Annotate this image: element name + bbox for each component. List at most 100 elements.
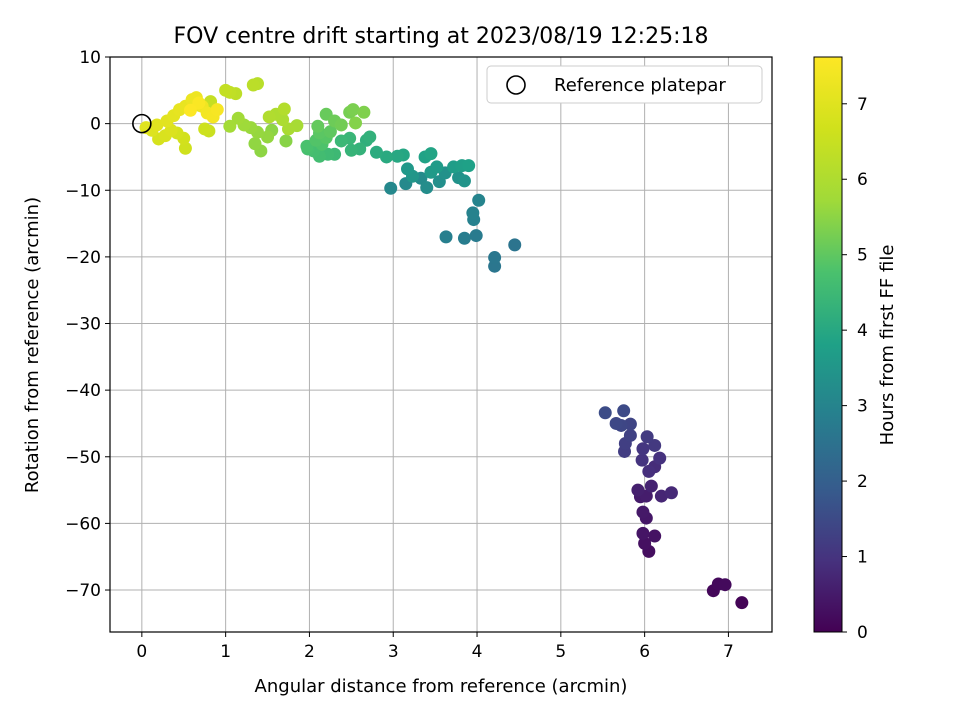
x-axis-ticks: 0 1 2 3 4 5 6 7 xyxy=(136,632,734,662)
scatter-point xyxy=(457,174,471,188)
scatter-point xyxy=(369,145,383,159)
scatter-point xyxy=(311,119,325,133)
scatter-point xyxy=(183,103,197,117)
scatter-point xyxy=(223,119,237,133)
scatter-point xyxy=(640,430,654,444)
scatter-point xyxy=(323,125,337,139)
scatter-point xyxy=(300,139,314,153)
scatter-point xyxy=(642,464,656,478)
y-tick-label: −30 xyxy=(65,315,101,335)
scatter-point xyxy=(636,505,650,519)
scatter-point xyxy=(609,416,623,430)
scatter-point xyxy=(648,529,662,543)
scatter-point xyxy=(638,536,652,550)
scatter-point xyxy=(400,162,414,176)
scatter-point xyxy=(384,181,398,195)
scatter-point xyxy=(262,110,276,124)
x-tick-label: 6 xyxy=(639,642,650,662)
scatter-point xyxy=(198,122,212,136)
x-axis-label: Angular distance from reference (arcmin) xyxy=(255,676,628,697)
colorbar xyxy=(813,56,843,633)
scatter-point xyxy=(248,137,262,151)
colorbar-ticks: 0 1 2 3 4 5 6 7 xyxy=(842,95,868,643)
scatter-point xyxy=(380,150,394,164)
colorbar-tick-label: 3 xyxy=(857,397,868,417)
scatter-point xyxy=(334,134,348,148)
scatter-point xyxy=(279,134,293,148)
y-tick-label: 10 xyxy=(79,48,101,68)
scatter-point xyxy=(139,121,153,135)
colorbar-tick-label: 0 xyxy=(857,623,868,643)
scatter-point xyxy=(654,489,668,503)
scatter-point xyxy=(219,83,233,97)
scatter-point xyxy=(281,122,295,136)
scatter-point xyxy=(178,141,192,155)
scatter-point xyxy=(636,442,650,456)
scatter-point xyxy=(334,118,348,132)
scatter-point xyxy=(598,406,612,420)
legend-box xyxy=(486,65,763,104)
scatter-point xyxy=(246,78,260,92)
scatter-point xyxy=(277,102,291,116)
scatter-point xyxy=(623,428,637,442)
x-tick-label: 2 xyxy=(304,642,315,662)
colorbar-tick-label: 6 xyxy=(857,170,868,190)
scatter-point xyxy=(457,231,471,245)
scatter-points xyxy=(139,77,749,610)
scatter-point xyxy=(631,483,645,497)
x-tick-label: 7 xyxy=(723,642,734,662)
scatter-point xyxy=(636,526,650,540)
scatter-point xyxy=(231,111,245,125)
colorbar-tick-label: 1 xyxy=(857,548,868,568)
y-axis-ticks: 10 0 −10 −20 −30 −40 −50 −60 −70 xyxy=(65,48,110,601)
scatter-point xyxy=(718,578,732,592)
x-tick-label: 0 xyxy=(136,642,147,662)
y-tick-label: −50 xyxy=(65,448,101,468)
scatter-point xyxy=(261,130,275,144)
scatter-point xyxy=(653,451,667,465)
scatter-point xyxy=(488,251,502,265)
scatter-point xyxy=(349,116,363,130)
scatter-point xyxy=(644,479,658,493)
scatter-point xyxy=(430,160,444,174)
scatter-point xyxy=(363,130,377,144)
scatter-point xyxy=(210,103,224,117)
colorbar-tick-label: 2 xyxy=(857,472,868,492)
colorbar-label: Hours from first FF file xyxy=(877,245,898,446)
x-tick-label: 4 xyxy=(472,642,483,662)
scatter-point xyxy=(635,453,649,467)
scatter-point xyxy=(472,193,486,207)
scatter-point xyxy=(466,206,480,220)
y-tick-label: 0 xyxy=(90,115,101,135)
y-tick-label: −70 xyxy=(65,581,101,601)
colorbar-tick-label: 7 xyxy=(857,95,868,115)
y-axis-label: Rotation from reference (arcmin) xyxy=(22,197,43,493)
x-tick-label: 1 xyxy=(220,642,231,662)
scatter-point xyxy=(469,229,483,243)
y-tick-label: −10 xyxy=(65,181,101,201)
legend-marker-icon xyxy=(506,75,526,95)
y-tick-label: −60 xyxy=(65,514,101,534)
colorbar-tick-label: 5 xyxy=(857,246,868,266)
scatter-point xyxy=(439,230,453,244)
x-tick-label: 5 xyxy=(555,642,566,662)
scatter-point xyxy=(344,143,358,157)
scatter-point xyxy=(648,438,662,452)
scatter-point xyxy=(420,181,434,195)
scatter-point xyxy=(508,238,522,252)
y-tick-label: −40 xyxy=(65,381,101,401)
scatter-point xyxy=(150,118,164,132)
y-tick-label: −20 xyxy=(65,248,101,268)
x-tick-label: 3 xyxy=(388,642,399,662)
legend-entry: Reference platepar xyxy=(554,75,726,96)
grid-lines xyxy=(110,56,772,632)
scatter-point xyxy=(346,103,360,117)
scatter-point xyxy=(390,149,404,163)
scatter-point xyxy=(357,105,371,119)
scatter-point xyxy=(735,596,749,610)
scatter-point xyxy=(617,404,631,418)
scatter-point xyxy=(664,486,678,500)
scatter-point xyxy=(192,96,206,110)
